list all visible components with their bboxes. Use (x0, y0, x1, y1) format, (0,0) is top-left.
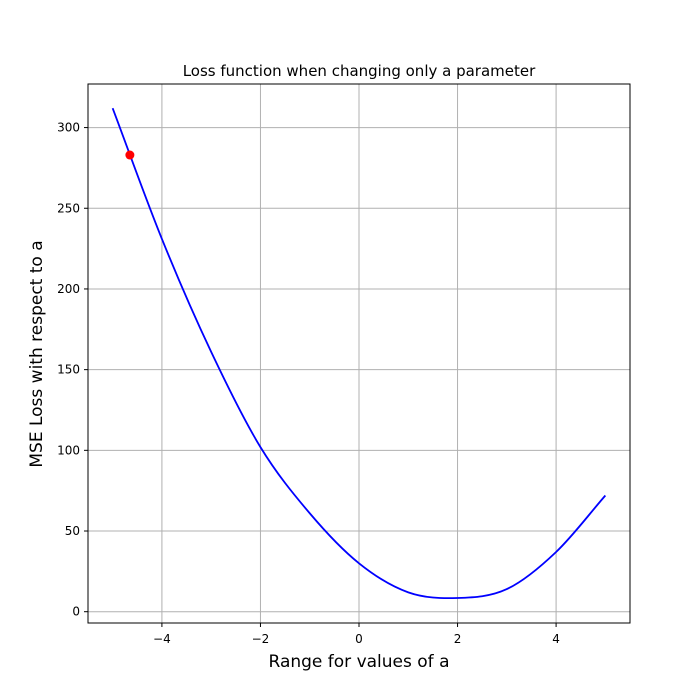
y-tick-label: 0 (72, 605, 80, 619)
y-tick-label: 250 (57, 201, 80, 215)
x-tick-label: 2 (454, 632, 462, 646)
loss-curve-line (111, 107, 607, 600)
x-axis-label: Range for values of a (269, 652, 450, 672)
chart-title: Loss function when changing only a param… (183, 62, 536, 80)
y-tick-label: 300 (57, 121, 80, 135)
y-axis-label: MSE Loss with respect to a (27, 240, 47, 467)
x-axis: −4 −2 0 2 4 (153, 623, 560, 646)
y-axis: 0 50 100 150 200 250 300 (57, 121, 88, 619)
y-tick-label: 50 (65, 524, 80, 538)
x-tick-label: 4 (552, 632, 560, 646)
x-tick-label: −2 (252, 632, 270, 646)
y-tick-label: 200 (57, 282, 80, 296)
x-tick-label: −4 (153, 632, 171, 646)
current-a-marker (125, 150, 135, 160)
y-tick-label: 100 (57, 443, 80, 457)
series-layer (111, 107, 607, 600)
x-tick-label: 0 (355, 632, 363, 646)
grid (88, 84, 630, 623)
y-tick-label: 150 (57, 363, 80, 377)
